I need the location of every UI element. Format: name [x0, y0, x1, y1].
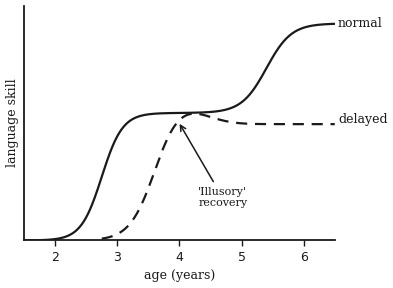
- Text: 'Illusory'
recovery: 'Illusory' recovery: [180, 125, 247, 209]
- Y-axis label: language skill: language skill: [6, 79, 18, 167]
- Text: normal: normal: [338, 17, 383, 30]
- Text: delayed: delayed: [338, 113, 387, 126]
- X-axis label: age (years): age (years): [144, 270, 215, 283]
